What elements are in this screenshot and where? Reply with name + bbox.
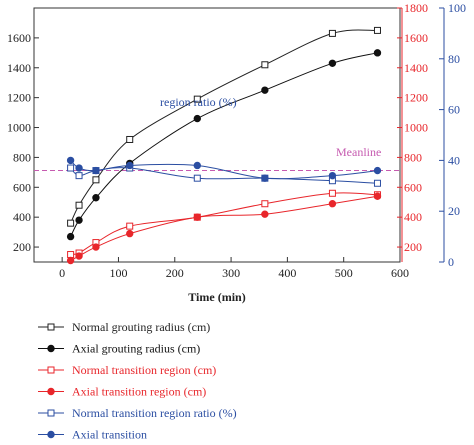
left-tick-label: 1000 (7, 121, 31, 135)
legend-label: Axial transition region (cm) (72, 385, 206, 399)
right-axis-2-tick-label: 100 (448, 1, 466, 15)
x-tick-label: 400 (278, 266, 296, 280)
legend-label: Axial transition (72, 428, 147, 442)
right-axis-1-tick-label: 400 (404, 210, 422, 224)
series-1-point (373, 26, 381, 34)
series-3-point (126, 222, 134, 230)
right-axis-2-tick-label: 0 (448, 255, 454, 269)
series-6-point (66, 156, 75, 165)
series-6-point (92, 166, 100, 175)
series-3-point (261, 200, 269, 208)
series-4-point (92, 243, 100, 251)
series-1-point (193, 95, 201, 103)
right-axis-2-tick-label: 60 (448, 103, 460, 117)
series-line-2 (70, 52, 378, 237)
series-2-point (193, 114, 201, 123)
series-1-point (126, 135, 134, 143)
x-tick-label: 0 (59, 266, 65, 280)
series-6-point (75, 164, 83, 172)
x-tick-label: 200 (166, 266, 184, 280)
series-1-point (75, 201, 83, 209)
legend-marker (47, 387, 55, 396)
left-tick-label: 400 (13, 210, 31, 224)
series-5-point (67, 164, 75, 172)
legend-marker (47, 344, 55, 353)
series-2-point (92, 194, 100, 202)
legend-marker (47, 409, 55, 417)
series-4-point (193, 213, 201, 221)
right-axis-1-tick-label: 1200 (404, 91, 428, 105)
legend-label: Normal grouting radius (cm) (72, 320, 210, 334)
x-tick-label: 300 (222, 266, 240, 280)
left-tick-label: 1400 (7, 61, 31, 75)
ratio-annotation: region ratio (%) (160, 95, 237, 109)
series-1-point (92, 176, 100, 184)
series-2-point (66, 232, 75, 241)
right-axis-1-tick-label: 800 (404, 150, 422, 164)
series-4-point (126, 229, 134, 238)
legend-label: Axial grouting radius (cm) (72, 342, 200, 356)
left-tick-label: 200 (13, 240, 31, 254)
series-4-point (328, 200, 337, 208)
series-6-point (328, 171, 337, 180)
series-6-point (193, 161, 201, 170)
legend-label: Normal transition region ratio (%) (72, 406, 237, 420)
left-tick-label: 800 (13, 150, 31, 164)
legend-marker (47, 366, 55, 374)
series-1-point (261, 61, 269, 69)
left-tick-label: 1600 (7, 31, 31, 45)
series-2-point (261, 86, 269, 94)
series-5-point (373, 179, 381, 187)
legend-label: Normal transition region (cm) (72, 363, 216, 377)
series-3-point (328, 189, 336, 197)
right-axis-1-tick-label: 1800 (404, 1, 428, 15)
legend-marker (47, 430, 55, 439)
x-tick-label: 600 (391, 266, 409, 280)
series-2-point (373, 49, 382, 57)
series-6-point (261, 174, 269, 182)
left-tick-label: 1200 (7, 91, 31, 105)
meanline-annotation: Meanline (336, 145, 381, 159)
right-axis-2-tick-label: 20 (448, 204, 460, 218)
x-tick-label: 100 (109, 266, 127, 280)
series-2-point (328, 59, 337, 67)
series-3-point (67, 251, 75, 259)
right-axis-1-tick-label: 1600 (404, 31, 428, 45)
series-5-point (75, 172, 83, 180)
right-axis-2-tick-label: 40 (448, 153, 460, 167)
series-4-point (261, 210, 269, 218)
series-4-point (75, 252, 83, 260)
series-1-point (67, 219, 75, 227)
plot-frame (33, 7, 401, 263)
left-tick-label: 600 (13, 180, 31, 194)
series-2-point (75, 216, 83, 224)
x-axis-title: Time (min) (188, 290, 245, 304)
right-axis-1-tick-label: 600 (404, 180, 422, 194)
series-4-point (66, 256, 75, 265)
right-axis-1-tick-label: 1400 (404, 61, 428, 75)
x-tick-label: 500 (335, 266, 353, 280)
series-5-point (193, 174, 201, 182)
legend-marker (47, 323, 55, 331)
series-6-point (373, 166, 382, 175)
right-axis-2-tick-label: 80 (448, 52, 460, 66)
series-6-point (126, 161, 134, 170)
series-1-point (328, 29, 336, 37)
right-axis-1-tick-label: 200 (404, 240, 422, 254)
series-4-point (373, 192, 382, 200)
right-axis-1-tick-label: 1000 (404, 121, 428, 135)
